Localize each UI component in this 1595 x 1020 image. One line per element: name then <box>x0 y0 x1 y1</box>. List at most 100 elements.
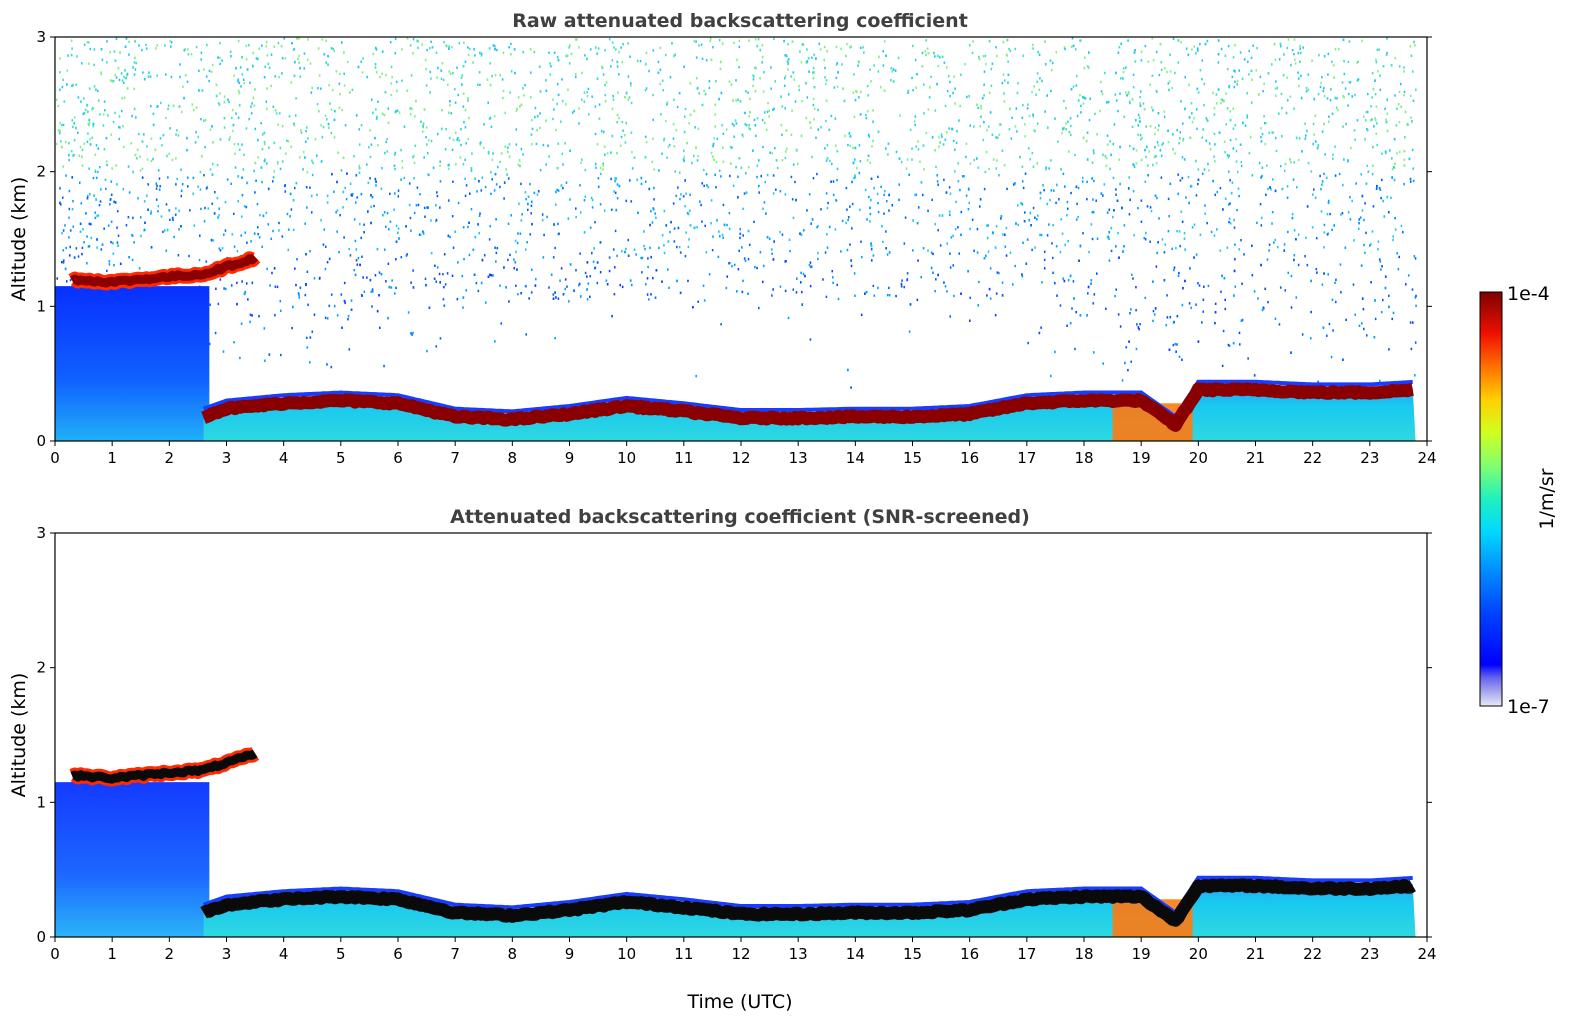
noise-pixel <box>232 123 235 127</box>
noise-pixel <box>480 52 483 56</box>
noise-pixel <box>1090 223 1093 226</box>
noise-pixel <box>219 92 221 95</box>
x-tick-label: 9 <box>565 449 575 467</box>
noise-pixel <box>1021 275 1024 278</box>
noise-pixel <box>122 187 125 191</box>
noise-pixel <box>1065 128 1067 131</box>
noise-pixel <box>1062 127 1064 130</box>
noise-pixel <box>397 189 400 192</box>
noise-pixel <box>560 120 562 123</box>
noise-pixel <box>479 83 481 87</box>
noise-pixel <box>888 209 890 212</box>
noise-pixel <box>1046 126 1049 129</box>
noise-pixel <box>137 197 139 200</box>
noise-pixel <box>679 251 682 254</box>
noise-pixel <box>919 160 921 163</box>
noise-pixel <box>237 143 240 146</box>
noise-pixel <box>1181 358 1183 361</box>
noise-pixel <box>273 141 276 145</box>
noise-pixel <box>274 313 276 317</box>
noise-pixel <box>355 174 358 177</box>
noise-pixel <box>716 219 718 222</box>
x-axis: 0 1 2 3 4 5 6 7 8 9 10 11 12 13 14 15 16 17 18 19 20 21 22 23 24 <box>50 441 1437 467</box>
noise-pixel <box>785 147 788 150</box>
noise-pixel <box>916 221 919 225</box>
noise-pixel <box>597 47 600 50</box>
noise-pixel <box>705 59 708 62</box>
noise-pixel <box>274 75 277 78</box>
noise-pixel <box>387 107 390 110</box>
noise-pixel <box>1176 128 1178 132</box>
noise-pixel <box>320 160 323 163</box>
noise-pixel <box>1275 94 1277 97</box>
noise-pixel <box>939 244 942 247</box>
noise-pixel <box>186 185 189 188</box>
noise-pixel <box>1043 258 1046 262</box>
noise-pixel <box>1226 107 1229 110</box>
noise-pixel <box>395 240 398 243</box>
noise-pixel <box>1404 110 1407 114</box>
noise-pixel <box>616 113 619 117</box>
noise-pixel <box>590 251 593 255</box>
noise-pixel <box>394 153 396 157</box>
noise-pixel <box>489 116 492 120</box>
noise-pixel <box>840 250 842 253</box>
noise-pixel <box>245 127 248 130</box>
noise-pixel <box>339 213 341 217</box>
noise-pixel <box>946 290 948 293</box>
noise-pixel <box>1058 198 1060 201</box>
noise-pixel <box>436 191 438 194</box>
noise-pixel <box>836 62 839 65</box>
noise-pixel <box>1274 87 1277 90</box>
noise-pixel <box>983 120 985 124</box>
noise-pixel <box>109 51 112 54</box>
noise-pixel <box>435 345 438 348</box>
noise-pixel <box>858 171 861 175</box>
noise-pixel <box>853 115 856 119</box>
noise-pixel <box>1132 163 1134 166</box>
noise-pixel <box>267 223 270 226</box>
noise-pixel <box>595 166 597 170</box>
noise-pixel <box>1057 140 1059 143</box>
noise-pixel <box>1339 263 1342 266</box>
noise-pixel <box>825 79 828 82</box>
noise-pixel <box>553 51 556 54</box>
noise-pixel <box>745 124 748 127</box>
noise-pixel <box>1196 49 1199 52</box>
noise-pixel <box>461 83 463 86</box>
noise-pixel <box>400 255 403 259</box>
noise-pixel <box>908 173 910 176</box>
noise-pixel <box>1133 164 1135 167</box>
noise-pixel <box>479 212 481 215</box>
noise-pixel <box>756 164 758 168</box>
noise-pixel <box>825 295 828 299</box>
noise-pixel <box>1079 314 1082 317</box>
noise-pixel <box>109 198 112 201</box>
noise-pixel <box>939 141 941 144</box>
noise-pixel <box>1178 142 1181 145</box>
noise-pixel <box>943 61 946 64</box>
noise-pixel <box>442 78 445 82</box>
noise-pixel <box>86 140 89 143</box>
noise-pixel <box>541 213 544 216</box>
noise-pixel <box>949 192 952 195</box>
noise-pixel <box>979 124 982 128</box>
noise-pixel <box>1297 263 1300 267</box>
noise-pixel <box>1141 136 1144 139</box>
x-tick-label: 19 <box>1132 945 1151 963</box>
noise-pixel <box>925 131 928 135</box>
noise-pixel <box>944 104 947 108</box>
noise-pixel <box>180 189 183 193</box>
noise-pixel <box>1321 130 1324 133</box>
noise-pixel <box>527 208 529 212</box>
noise-pixel <box>846 42 848 46</box>
noise-pixel <box>336 180 338 184</box>
noise-pixel <box>1103 183 1106 186</box>
noise-pixel <box>264 158 266 161</box>
noise-pixel <box>989 297 992 300</box>
noise-pixel <box>1228 85 1230 89</box>
noise-pixel <box>752 84 754 88</box>
noise-pixel <box>1361 194 1364 198</box>
noise-pixel <box>379 326 381 330</box>
noise-pixel <box>1326 233 1329 236</box>
